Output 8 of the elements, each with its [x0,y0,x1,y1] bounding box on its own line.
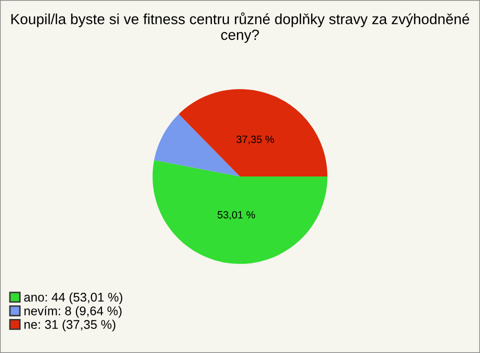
legend-label: ano: 44 (53,01 %) [24,292,122,304]
legend-label: ne: 31 (37,35 %) [24,320,116,332]
pie-slice [152,160,328,264]
pie-slice [178,89,328,176]
chart-title: Koupil/la byste si ve fitness centru různé doplňky stravy za zvýhodněné ceny? [11,12,470,43]
data-label: 53,01 % [218,211,256,220]
data-label: 37,35 % [236,136,274,144]
legend-label: nevím: 8 (9,64 %) [24,306,122,318]
